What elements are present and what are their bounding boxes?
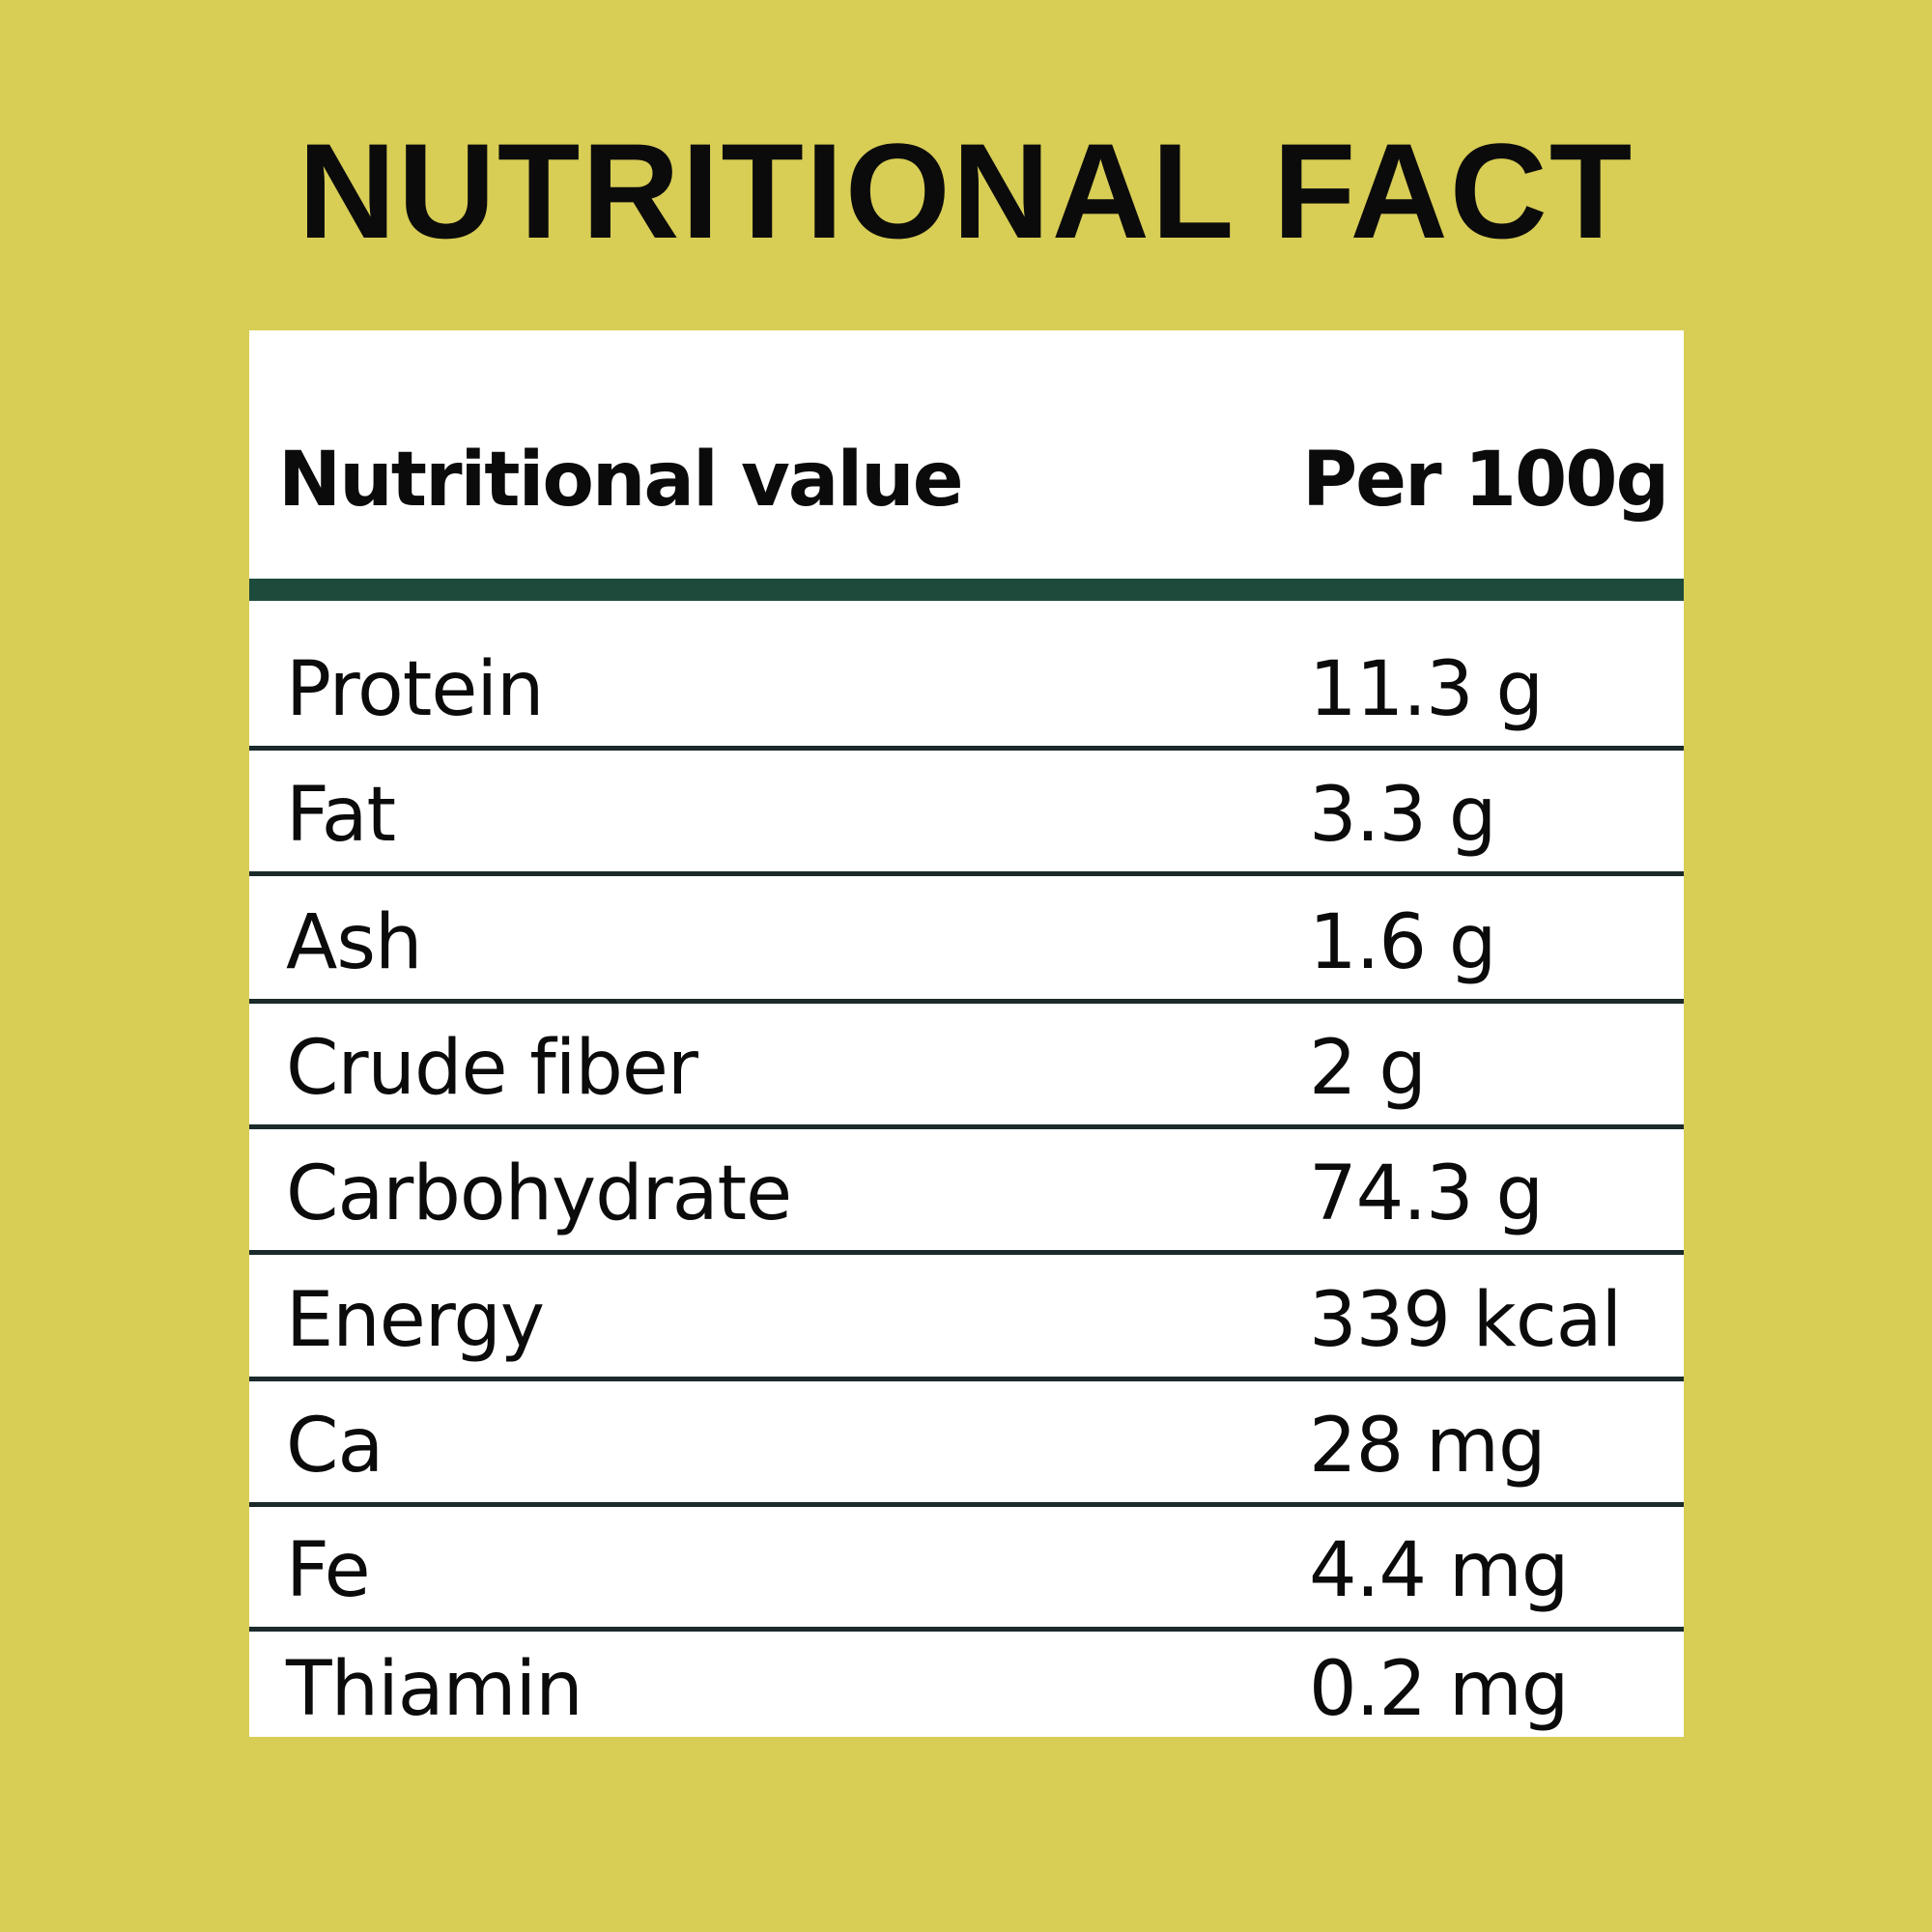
table-row: Protein 11.3 g <box>249 625 1684 751</box>
nutrient-name: Ca <box>286 1403 384 1490</box>
nutrient-amount: 3.3 g <box>1309 772 1496 859</box>
nutrient-name: Carbohydrate <box>286 1151 792 1237</box>
header-nutritional-value: Nutritional value <box>278 437 964 524</box>
nutrient-name: Thiamin <box>286 1646 583 1733</box>
table-row: Crude fiber 2 g <box>249 1004 1684 1129</box>
table-row: Carbohydrate 74.3 g <box>249 1129 1684 1255</box>
row-divider <box>249 871 1684 876</box>
nutrient-name: Fat <box>286 772 396 859</box>
table-row: Fat 3.3 g <box>249 751 1684 876</box>
row-divider <box>249 1124 1684 1129</box>
nutrient-amount: 4.4 mg <box>1309 1527 1569 1614</box>
nutrient-amount: 74.3 g <box>1309 1151 1544 1237</box>
nutrient-amount: 2 g <box>1309 1025 1427 1112</box>
row-divider <box>249 1377 1684 1381</box>
row-divider <box>249 1627 1684 1632</box>
nutrient-amount: 339 kcal <box>1309 1277 1622 1364</box>
nutrient-name: Energy <box>286 1277 545 1364</box>
nutrient-amount: 28 mg <box>1309 1403 1547 1490</box>
page-title: NUTRITIONAL FACT <box>298 115 1634 267</box>
row-divider <box>249 1250 1684 1255</box>
nutrient-name: Fe <box>286 1527 371 1614</box>
nutrient-name: Ash <box>286 899 422 986</box>
nutrient-amount: 11.3 g <box>1309 646 1544 733</box>
header-divider <box>249 579 1684 601</box>
row-divider <box>249 1502 1684 1507</box>
row-divider <box>249 999 1684 1004</box>
nutrient-name: Crude fiber <box>286 1025 698 1112</box>
row-divider <box>249 746 1684 751</box>
nutrient-amount: 1.6 g <box>1309 899 1496 986</box>
nutrition-table: Nutritional value Per 100g Protein 11.3 … <box>249 330 1684 1737</box>
table-row: Thiamin 0.2 mg <box>249 1625 1684 1737</box>
header-per-100g: Per 100g <box>1302 437 1669 524</box>
table-row: Ash 1.6 g <box>249 878 1684 1004</box>
table-row: Energy 339 kcal <box>249 1256 1684 1381</box>
table-row: Fe 4.4 mg <box>249 1506 1684 1632</box>
nutrient-name: Protein <box>286 646 544 733</box>
table-row: Ca 28 mg <box>249 1381 1684 1507</box>
nutrient-amount: 0.2 mg <box>1309 1646 1569 1733</box>
